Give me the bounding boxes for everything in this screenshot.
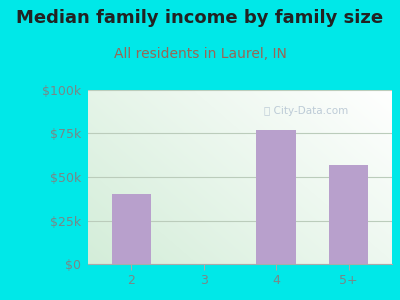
Text: ⓘ City-Data.com: ⓘ City-Data.com (264, 106, 348, 116)
Bar (329, 165, 368, 264)
Text: All residents in Laurel, IN: All residents in Laurel, IN (114, 46, 286, 61)
Bar (112, 194, 151, 264)
Bar (256, 130, 296, 264)
Text: Median family income by family size: Median family income by family size (16, 9, 384, 27)
